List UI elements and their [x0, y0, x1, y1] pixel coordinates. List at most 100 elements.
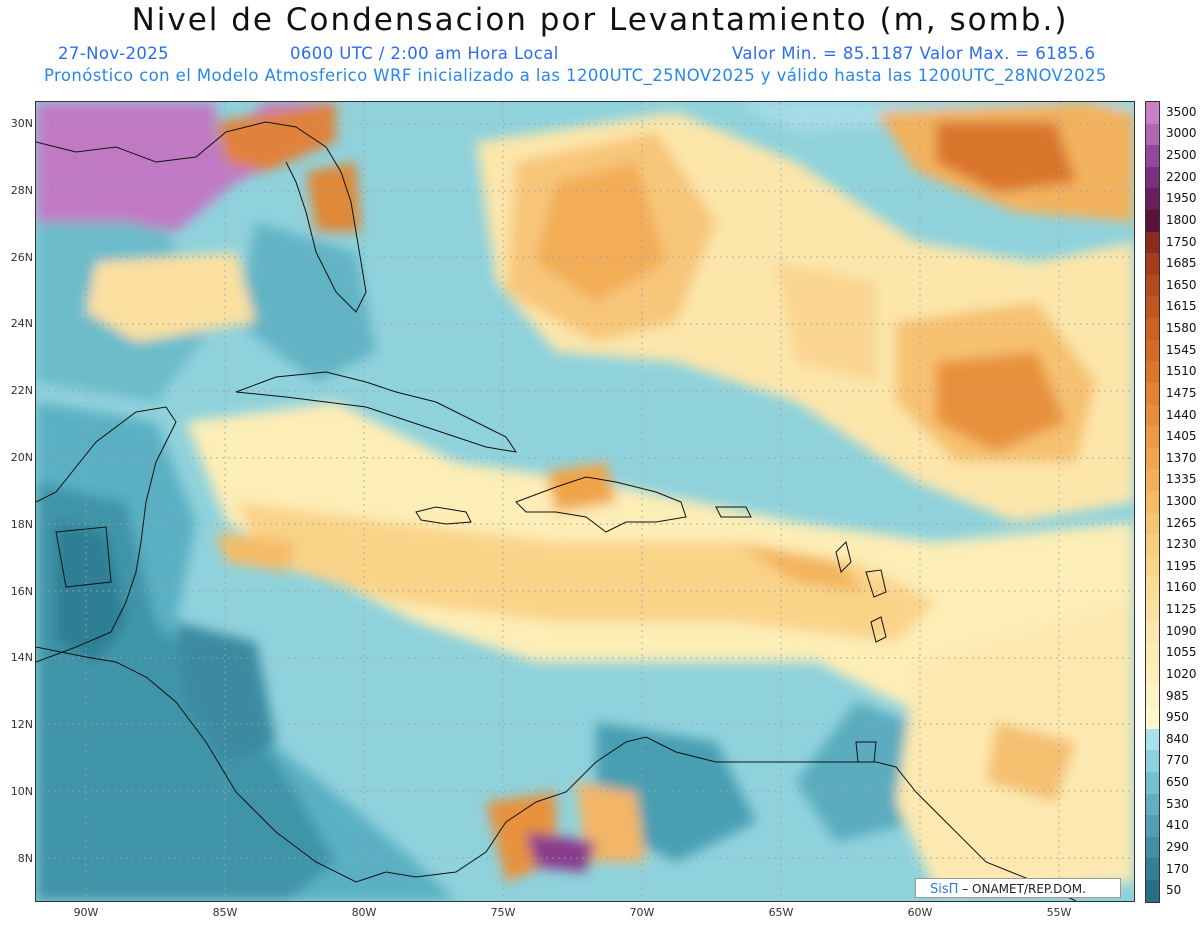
latitude-label: 8N [17, 851, 33, 865]
colorbar-label: 410 [1166, 818, 1189, 833]
latitude-label: 14N [10, 651, 33, 665]
colorbar-segment [1146, 145, 1159, 167]
colorbar-label: 2200 [1166, 169, 1197, 184]
colorbar-label: 1800 [1166, 212, 1197, 227]
longitude-label: 60W [907, 906, 933, 919]
colorbar-label: 1055 [1166, 645, 1197, 660]
colorbar-label: 1950 [1166, 191, 1197, 206]
colorbar-label: 1580 [1166, 321, 1197, 336]
colorbar-segment [1146, 426, 1159, 448]
colorbar-segment [1146, 447, 1159, 470]
latitude-label: 26N [10, 250, 33, 264]
colorbar-segment [1146, 836, 1159, 859]
colorbar-label: 1440 [1166, 407, 1197, 422]
colorbar-segment [1146, 577, 1159, 600]
colorbar-segment [1146, 490, 1159, 513]
colorbar-segment [1146, 620, 1159, 643]
longitude-label: 65W [768, 906, 794, 919]
colorbar-segment [1146, 879, 1159, 902]
longitude-label: 75W [490, 906, 516, 919]
longitude-label: 90W [73, 906, 99, 919]
colorbar-segment [1146, 599, 1159, 621]
credit-brand: SisΠ [930, 882, 959, 897]
forecast-time: 0600 UTC / 2:00 am Hora Local [290, 44, 559, 63]
colorbar-label: 1160 [1166, 580, 1197, 595]
latitude-label: 18N [10, 517, 33, 531]
colorbar-segment [1146, 707, 1159, 729]
colorbar-segment [1146, 166, 1159, 189]
colorbar-segment [1146, 274, 1159, 297]
colorbar-label: 170 [1166, 861, 1189, 876]
colorbar-label: 1090 [1166, 623, 1197, 638]
colorbar-segment [1146, 534, 1159, 556]
colorbar-segment [1146, 102, 1159, 124]
colorbar-label: 1230 [1166, 537, 1197, 552]
forecast-field [36, 102, 1134, 901]
colorbar-segment [1146, 339, 1159, 362]
colorbar-segment [1146, 512, 1159, 535]
coastlines [36, 121, 1077, 901]
colorbar-segment [1146, 728, 1159, 751]
colorbar-label: 1650 [1166, 277, 1197, 292]
latitude-label: 10N [10, 785, 33, 798]
colorbar-label: 1615 [1166, 299, 1197, 314]
colorbar-segment [1146, 469, 1159, 491]
colorbar-label: 290 [1166, 839, 1189, 854]
colorbar [1145, 101, 1160, 903]
colorbar-label: 3000 [1166, 126, 1197, 141]
colorbar-label: 650 [1166, 775, 1189, 790]
colorbar-label: 840 [1166, 731, 1189, 746]
colorbar-label: 50 [1166, 883, 1182, 898]
colorbar-label: 1685 [1166, 256, 1197, 271]
colorbar-segment [1146, 793, 1159, 816]
colorbar-label: 985 [1166, 688, 1189, 703]
latitude-label: 16N [10, 584, 33, 598]
colorbar-label: 1125 [1166, 602, 1197, 617]
colorbar-label: 3500 [1166, 104, 1197, 119]
colorbar-label: 1335 [1166, 472, 1197, 487]
lcl-map [35, 101, 1135, 902]
colorbar-label: 1475 [1166, 385, 1197, 400]
colorbar-label: 1370 [1166, 450, 1197, 465]
colorbar-segment [1146, 815, 1159, 837]
colorbar-segment [1146, 685, 1159, 708]
colorbar-label: 950 [1166, 710, 1189, 725]
longitude-label: 70W [629, 906, 655, 919]
field-shading [36, 102, 1134, 901]
min-max-values: Valor Min. = 85.1187 Valor Max. = 6185.6 [732, 44, 1096, 63]
colorbar-label: 530 [1166, 796, 1189, 811]
credit-box: SisΠ – ONAMET/REP.DOM. [915, 878, 1121, 898]
colorbar-label: 1545 [1166, 342, 1197, 357]
latitude-label: 22N [10, 384, 33, 398]
colorbar-segment [1146, 771, 1159, 794]
colorbar-label: 1300 [1166, 494, 1197, 508]
colorbar-segment [1146, 404, 1159, 427]
colorbar-segment [1146, 210, 1159, 232]
longitude-label: 85W [212, 906, 238, 919]
colorbar-segment [1146, 642, 1159, 664]
colorbar-segment [1146, 750, 1159, 772]
colorbar-segment [1146, 253, 1159, 275]
credit-org: – ONAMET/REP.DOM. [958, 882, 1086, 896]
colorbar-segment [1146, 123, 1159, 146]
colorbar-segment [1146, 858, 1159, 880]
colorbar-label: 1265 [1166, 515, 1197, 530]
colorbar-segment [1146, 555, 1159, 578]
colorbar-label: 1405 [1166, 429, 1197, 444]
map-title: Nivel de Condensacion por Levantamiento … [131, 2, 1069, 38]
longitude-label: 80W [351, 906, 377, 919]
colorbar-label: 1510 [1166, 364, 1197, 379]
colorbar-segment [1146, 361, 1159, 383]
colorbar-segment [1146, 382, 1159, 405]
latitude-label: 20N [10, 451, 33, 464]
latitude-label: 30N [10, 117, 33, 130]
colorbar-segment [1146, 296, 1159, 319]
colorbar-segment [1146, 318, 1159, 340]
latitude-label: 28N [10, 183, 33, 197]
colorbar-label: 1020 [1166, 666, 1197, 681]
latitude-label: 24N [10, 317, 33, 331]
colorbar-label: 1195 [1166, 558, 1197, 573]
forecast-date: 27-Nov-2025 [58, 44, 170, 63]
colorbar-label: 1750 [1166, 234, 1197, 249]
colorbar-label: 770 [1166, 753, 1189, 768]
